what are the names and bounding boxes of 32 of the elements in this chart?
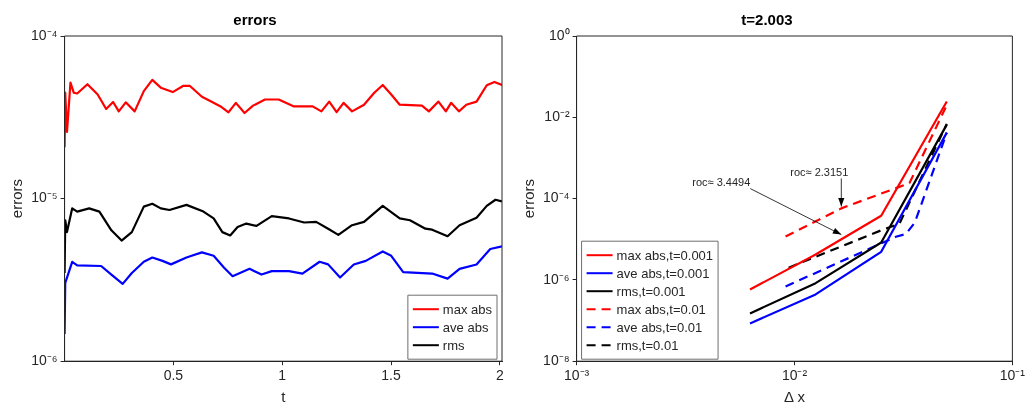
- y-tick-label: 10⁻⁴: [30, 26, 58, 43]
- legend-label: max abs: [442, 301, 493, 317]
- annotation: roc≈ 3.4494: [692, 175, 751, 188]
- y-tick-label: 10⁻⁶: [543, 270, 570, 287]
- legend-label: ave abs: [442, 319, 489, 335]
- y-axis-title: errors: [8, 179, 26, 219]
- y-tick-label: 10⁻²: [544, 108, 570, 125]
- x-tick-label: 1: [278, 367, 287, 384]
- x-tick-label: 10⁻¹: [999, 367, 1026, 384]
- annotation: roc≈ 2.3151: [790, 165, 849, 178]
- chart-title: errors: [233, 11, 277, 29]
- legend-label: ave abs,t=0.001: [616, 265, 710, 281]
- x-tick-label: 1.5: [381, 367, 401, 384]
- legend-label: rms: [442, 337, 466, 353]
- y-axis-title: errors: [520, 179, 538, 219]
- legend-label: rms,t=0.001: [616, 283, 686, 299]
- y-tick-label: 10⁻⁸: [543, 352, 570, 369]
- legend-label: ave abs,t=0.01: [616, 319, 703, 335]
- chart-title: t=2.003: [741, 11, 793, 29]
- x-tick-label: 0.5: [163, 367, 184, 384]
- legend-label: max abs,t=0.01: [616, 301, 706, 317]
- x-axis-title: t: [281, 388, 287, 406]
- y-tick-label: 10⁰: [549, 26, 570, 43]
- x-tick-label: 10⁻³: [563, 367, 590, 384]
- x-axis-title: Δ x: [784, 388, 806, 406]
- y-tick-label: 10⁻⁵: [31, 189, 58, 206]
- x-tick-label: 2: [495, 367, 504, 384]
- legend-label: max abs,t=0.001: [616, 247, 714, 263]
- y-tick-label: 10⁻⁶: [31, 352, 58, 369]
- y-tick-label: 10⁻⁴: [542, 189, 570, 206]
- x-tick-label: 10⁻²: [781, 367, 808, 384]
- legend-label: rms,t=0.01: [616, 337, 679, 353]
